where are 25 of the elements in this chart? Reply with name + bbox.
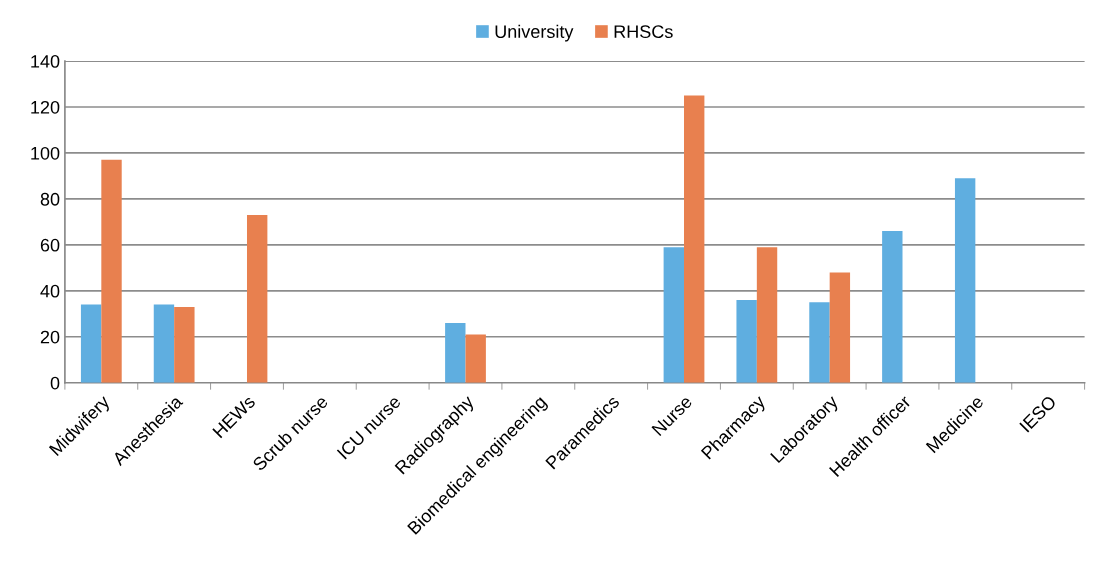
y-tick-label: 100 [31, 146, 60, 160]
bar [882, 231, 903, 383]
y-tick-label: 140 [31, 54, 60, 68]
bar [445, 322, 466, 383]
y-tick-label: 60 [40, 238, 60, 252]
bar [80, 304, 102, 383]
y-tick-label: 80 [40, 192, 60, 206]
bar [174, 306, 195, 383]
y-tick-label: 20 [40, 330, 60, 344]
y-tick-label: 120 [31, 100, 60, 114]
legend-label: University [495, 24, 574, 42]
bar [663, 247, 684, 383]
bar [756, 247, 778, 383]
bar [101, 159, 122, 383]
bar [465, 334, 486, 383]
bar [809, 302, 830, 383]
bar [153, 304, 175, 383]
bar [954, 178, 976, 383]
bar [684, 95, 705, 383]
y-tick-label: 0 [50, 376, 60, 390]
bar [246, 214, 268, 383]
legend-label: RHSCs [614, 25, 673, 39]
y-tick-label: 40 [40, 284, 60, 298]
bar [736, 300, 757, 383]
bar [829, 272, 851, 383]
